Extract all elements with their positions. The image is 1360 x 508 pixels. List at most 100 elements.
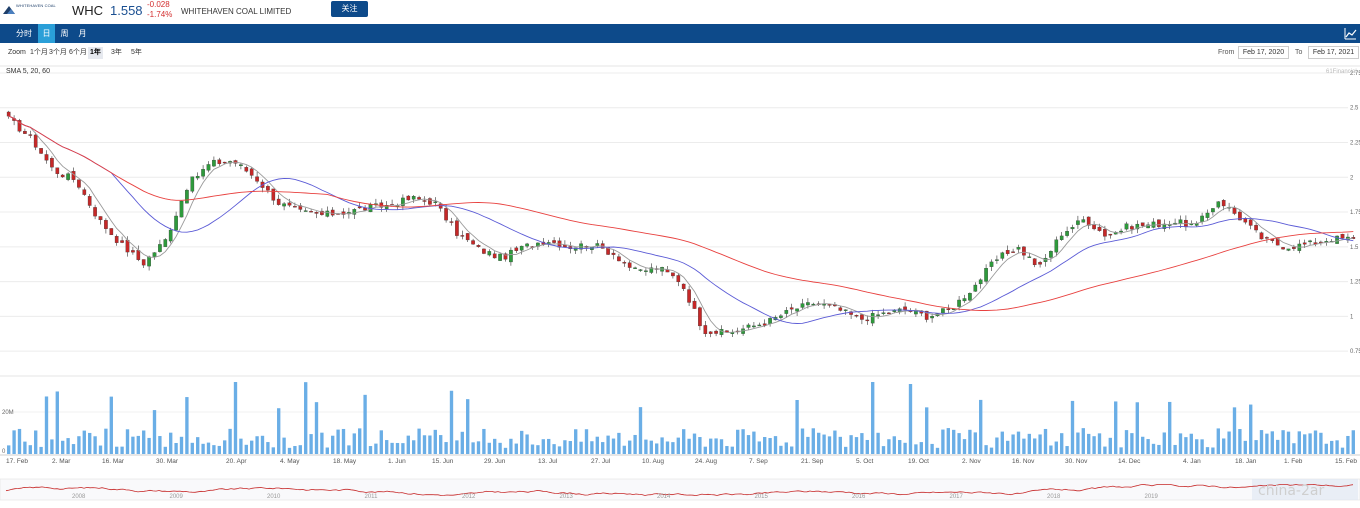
candle-body	[498, 253, 502, 261]
chart-type-icon[interactable]	[1344, 27, 1357, 40]
volume-bar	[142, 430, 146, 454]
candle-body	[60, 174, 65, 178]
volume-bar	[844, 446, 848, 454]
volume-bar	[1081, 428, 1085, 454]
candle-body	[406, 195, 411, 201]
volume-bar	[984, 445, 988, 454]
volume-bar	[800, 428, 805, 454]
volume-bar	[109, 396, 113, 454]
candle-body	[519, 245, 524, 251]
candle-body	[131, 250, 135, 253]
volume-bar	[212, 445, 216, 454]
candle-body	[1211, 208, 1215, 213]
candle-body	[708, 331, 713, 334]
candle-body	[1108, 233, 1113, 236]
candle-body	[941, 308, 945, 314]
from-date-input[interactable]: Feb 17, 2020	[1238, 46, 1289, 59]
y-tick-label: 2	[1350, 175, 1354, 181]
candle-body	[865, 319, 870, 322]
volume-bar	[833, 430, 837, 454]
tab-weekly[interactable]: 周	[60, 29, 69, 38]
volume-bar	[1195, 439, 1199, 454]
volume-bar	[347, 445, 351, 454]
volume-bar	[44, 396, 49, 454]
candle-body	[1005, 250, 1010, 254]
candle-body	[860, 314, 864, 320]
candle-body	[789, 307, 794, 310]
volume-bar	[827, 436, 832, 454]
candle-body	[1076, 220, 1080, 225]
x-tick-label: 20. Apr	[226, 458, 247, 465]
candle-body	[989, 261, 994, 267]
volume-bar	[671, 442, 675, 454]
volume-bar	[574, 429, 578, 454]
volume-bar	[1292, 443, 1296, 454]
follow-button[interactable]: 关注	[331, 1, 368, 17]
volume-bar	[1346, 435, 1350, 454]
tab-monthly[interactable]: 月	[78, 29, 87, 38]
volume-bar	[1006, 440, 1010, 454]
volume-bar	[250, 440, 254, 454]
candle-body	[66, 173, 70, 180]
volume-bar	[773, 436, 778, 454]
candle-body	[185, 189, 189, 204]
candle-body	[665, 269, 670, 273]
quote-header: WHITEHAVEN COAL WHC 1.558 -0.028 -1.74% …	[0, 0, 1360, 24]
zoom-1m-button[interactable]: 1个月	[30, 49, 48, 56]
candle-body	[266, 186, 270, 191]
volume-bar	[865, 439, 869, 454]
zoom-1y-button[interactable]: 1年	[88, 47, 103, 59]
volume-bar	[1060, 433, 1064, 454]
candle-body	[714, 330, 718, 334]
volume-bar	[590, 441, 594, 454]
candle-body	[1119, 230, 1123, 233]
volume-bar	[935, 447, 940, 454]
volume-bar	[98, 445, 103, 454]
candle-body	[870, 312, 875, 324]
footer-watermark: china-2ar	[1258, 483, 1325, 499]
volume-bar	[1265, 433, 1269, 454]
y-tick-label: 1.75	[1350, 210, 1360, 216]
candle-body	[1335, 235, 1339, 244]
volume-bar	[28, 445, 32, 454]
volume-bar	[838, 436, 842, 454]
candle-body	[1070, 227, 1075, 230]
navigator-year-label: 2011	[365, 494, 379, 500]
volume-bar	[887, 439, 891, 454]
last-price: 1.558	[110, 3, 143, 18]
zoom-6m-button[interactable]: 6个月	[69, 49, 87, 56]
volume-bar	[611, 438, 616, 454]
candle-body	[1016, 247, 1021, 250]
volume-bar	[1303, 434, 1307, 454]
volume-bar	[50, 439, 54, 454]
candle-body	[147, 256, 151, 267]
to-date-input[interactable]: Feb 17, 2021	[1308, 46, 1359, 59]
candle-body	[201, 169, 205, 177]
volume-bar	[120, 446, 124, 454]
zoom-5y-button[interactable]: 5年	[131, 49, 142, 56]
tab-intraday[interactable]: 分时	[16, 29, 32, 38]
volume-bar	[503, 447, 508, 454]
volume-bar	[579, 441, 583, 454]
volume-bar	[1124, 430, 1129, 454]
volume-bar	[876, 432, 880, 454]
candle-body	[212, 159, 216, 167]
candle-body	[946, 308, 951, 310]
volume-bar	[12, 430, 16, 454]
zoom-3m-button[interactable]: 3个月	[49, 49, 67, 56]
candle-body	[487, 251, 492, 256]
candle-body	[924, 310, 929, 320]
volume-bar	[995, 437, 999, 454]
candle-body	[428, 198, 432, 205]
navigator-year-label: 2013	[560, 494, 574, 500]
candle-body	[1243, 217, 1248, 223]
zoom-3y-button[interactable]: 3年	[111, 49, 122, 56]
volume-bar	[1216, 428, 1220, 454]
tab-daily[interactable]: 日	[38, 24, 55, 43]
volume-bar	[563, 440, 567, 454]
candle-body	[973, 284, 978, 292]
volume-bar	[1227, 431, 1231, 454]
x-tick-label: 7. Sep	[749, 458, 768, 465]
volume-bar	[7, 445, 11, 454]
